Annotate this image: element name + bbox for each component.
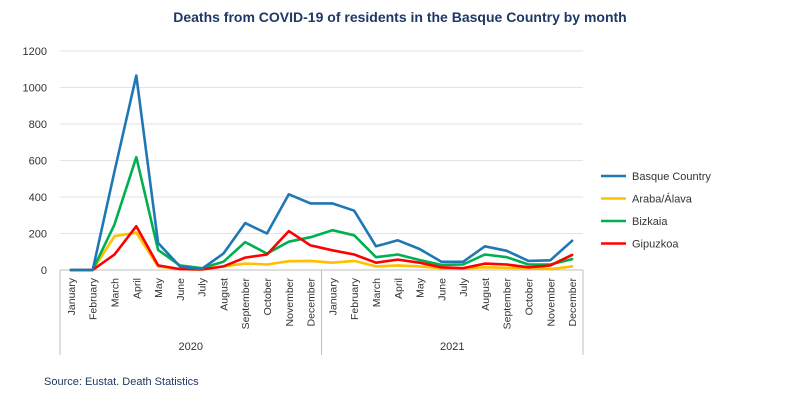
x-tick-label: August (480, 278, 492, 311)
x-tick-label: June (436, 278, 448, 301)
x-tick-label: March (371, 278, 383, 307)
year-label: 2021 (440, 341, 464, 353)
x-tick-label: February (88, 277, 100, 320)
y-tick-label: 1000 (23, 83, 47, 95)
x-tick-label: December (567, 277, 579, 326)
year-label: 2020 (179, 341, 203, 353)
y-tick-label: 1200 (23, 46, 47, 58)
legend-label: Bizkaia (632, 216, 668, 228)
series-lines (69, 74, 574, 272)
x-tick-label: May (153, 277, 165, 298)
x-tick-label: January (66, 277, 78, 315)
legend-label: Basque Country (632, 171, 711, 183)
x-tick-label: November (284, 277, 296, 326)
x-tick-label: January (327, 277, 339, 315)
legend-label: Gipuzkoa (632, 239, 679, 251)
x-tick-label: December (306, 277, 318, 326)
y-tick-label: 0 (41, 265, 47, 277)
series-line-bizkaia (69, 155, 574, 272)
x-tick-label: October (262, 278, 274, 316)
y-tick-label: 200 (29, 229, 47, 241)
x-tick-label: March (109, 278, 121, 307)
x-tick-label: February (349, 277, 361, 320)
series-line-gipuzkoa (69, 224, 574, 272)
y-tick-label: 400 (29, 192, 47, 204)
x-tick-label: July (458, 277, 470, 296)
x-tick-label: April (131, 278, 143, 299)
x-tick-label: October (524, 278, 536, 316)
legend-label: Araba/Álava (632, 193, 693, 206)
x-axis: January February March April May June July Augu… (59, 270, 584, 355)
x-tick-label: September (502, 278, 514, 330)
chart-title: Deaths from COVID-19 of residents in the… (173, 9, 627, 25)
series-line-basque-country (69, 74, 574, 272)
x-tick-label: August (218, 278, 230, 311)
x-tick-label: September (240, 278, 252, 330)
x-tick-label: November (545, 277, 557, 326)
y-tick-label: 800 (29, 119, 47, 131)
source-note: Source: Eustat. Death Statistics (44, 376, 199, 388)
x-tick-label: May (415, 277, 427, 298)
x-tick-label: June (175, 278, 187, 301)
y-tick-label: 600 (29, 156, 47, 168)
legend: Basque Country Araba/Álava Bizkaia Gipuzkoa (601, 171, 711, 251)
x-tick-label: July (197, 277, 209, 296)
y-axis-ticks: 0 200 400 600 800 1000 1200 (23, 46, 47, 277)
x-tick-label: April (393, 278, 405, 299)
